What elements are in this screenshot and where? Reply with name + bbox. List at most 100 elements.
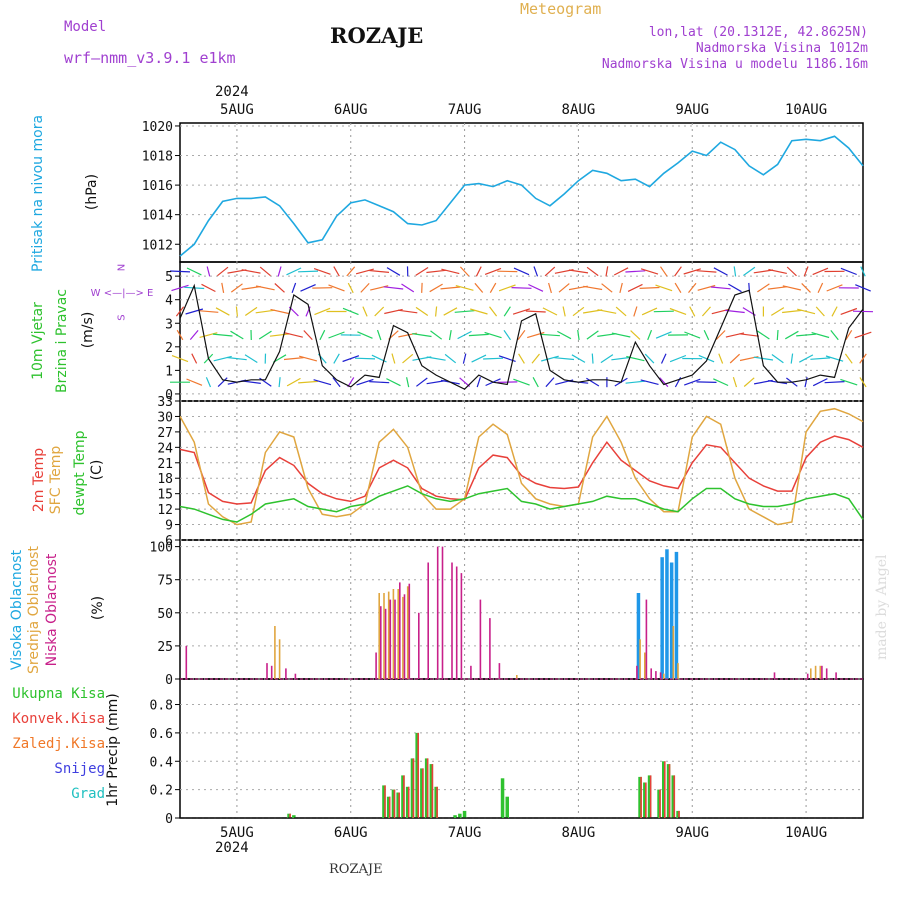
wind-arrow bbox=[715, 330, 726, 340]
bar-precipitation bbox=[415, 732, 419, 818]
wind-arrow bbox=[801, 282, 811, 293]
bar-precipitation bbox=[287, 813, 291, 818]
bar-cloud bbox=[285, 668, 287, 679]
wind-arrow bbox=[448, 329, 452, 341]
wind-arrow bbox=[356, 378, 374, 386]
wind-arrow bbox=[483, 357, 504, 360]
wind-arrow bbox=[653, 310, 674, 313]
bar-cloud bbox=[418, 612, 420, 679]
bar-cloud bbox=[674, 551, 679, 679]
wind-arrow bbox=[277, 266, 282, 277]
wind-arrow bbox=[462, 353, 467, 364]
bar-precipitation bbox=[673, 775, 676, 818]
bar-cloud bbox=[378, 593, 380, 679]
bar-cloud bbox=[644, 652, 646, 679]
bar-cloud bbox=[383, 593, 385, 679]
wind-compass-we: W <—|—> E bbox=[90, 288, 154, 299]
wind-arrow bbox=[342, 355, 360, 363]
wind-arrow bbox=[498, 284, 516, 292]
wind-arrow bbox=[852, 310, 874, 313]
wind-arrow bbox=[799, 354, 814, 363]
y-tick-label-temperature: 12 bbox=[157, 503, 173, 518]
wind-arrow bbox=[854, 331, 872, 339]
wind-arrow bbox=[753, 269, 774, 274]
wind-arrow bbox=[688, 282, 697, 293]
wind-arrow bbox=[639, 286, 660, 289]
bar-precipitation bbox=[410, 758, 415, 818]
bar-precipitation bbox=[393, 789, 396, 818]
wind-arrow bbox=[333, 266, 340, 277]
wind-arrow bbox=[443, 307, 458, 316]
y-tick-label-precipitation: 0.2 bbox=[150, 784, 173, 799]
wind-arrow bbox=[586, 377, 600, 387]
precip-legend-total: Ukupna Kisa bbox=[12, 686, 105, 702]
wind-arrow bbox=[369, 381, 390, 384]
bar-precipitation bbox=[662, 761, 666, 818]
wind-arrow bbox=[212, 333, 233, 337]
y-tick-label-cloud: 25 bbox=[157, 640, 173, 655]
wind-arrow bbox=[217, 266, 229, 277]
wind-arrow bbox=[824, 381, 845, 384]
wind-arrow bbox=[689, 306, 696, 317]
wind-arrow bbox=[790, 353, 794, 364]
y-tick-label-precipitation: 0.8 bbox=[150, 699, 173, 714]
wind-arrow bbox=[767, 286, 788, 290]
bar-cloud bbox=[677, 663, 679, 679]
y-tick-label-temperature: 6 bbox=[165, 534, 173, 549]
page-title: ROZAJE bbox=[330, 23, 424, 48]
bar-precipitation bbox=[292, 815, 296, 818]
bar-cloud bbox=[455, 566, 458, 679]
bar-cloud bbox=[835, 672, 837, 679]
wind-arrow bbox=[512, 308, 531, 315]
wind-arrow bbox=[831, 306, 838, 317]
pressure-title: Pritisak na nivou mora bbox=[30, 114, 46, 272]
y-tick-label-pressure: 1016 bbox=[142, 179, 173, 194]
wind-arrow bbox=[817, 282, 824, 294]
bar-cloud bbox=[406, 586, 409, 679]
wind-arrow bbox=[855, 284, 871, 292]
bar-precipitation bbox=[382, 785, 386, 818]
wind-arrow bbox=[743, 377, 755, 387]
wind-arrow bbox=[541, 355, 559, 362]
wind-arrow bbox=[674, 282, 682, 294]
y-tick-label-temperature: 27 bbox=[157, 426, 173, 441]
y-tick-label-cloud: 75 bbox=[157, 574, 173, 589]
model-name: wrf—nmm_v3.9.1 e1km bbox=[64, 49, 236, 67]
wind-arrow bbox=[342, 307, 359, 316]
temp-title-1: 2m Temp bbox=[31, 447, 47, 513]
wind-arrow bbox=[710, 286, 731, 290]
bar-cloud bbox=[427, 562, 429, 679]
wind-arrow bbox=[782, 309, 802, 314]
bar-cloud bbox=[639, 639, 641, 679]
wind-arrow bbox=[644, 353, 655, 364]
wind-arrow bbox=[655, 331, 672, 339]
wind-arrow bbox=[213, 355, 232, 362]
bar-cloud bbox=[397, 589, 399, 679]
wind-arrow bbox=[346, 266, 356, 277]
wind-arrow bbox=[785, 330, 799, 340]
wind-arrow bbox=[299, 355, 318, 362]
wind-arrow bbox=[347, 282, 354, 294]
wind-arrow bbox=[235, 306, 238, 317]
bar-cloud bbox=[384, 608, 387, 679]
wind-arrow bbox=[611, 332, 631, 338]
wind-arrow bbox=[696, 381, 717, 383]
wind-arrow bbox=[402, 353, 414, 364]
bar-cloud bbox=[498, 663, 501, 679]
wind-arrow bbox=[557, 330, 572, 340]
wind-arrow bbox=[753, 356, 774, 361]
bar-precipitation bbox=[401, 775, 405, 818]
wind-arrow bbox=[713, 378, 729, 387]
y-tick-label-precipitation: 0.6 bbox=[150, 727, 173, 742]
wind-arrow bbox=[770, 307, 785, 316]
bar-precipitation bbox=[289, 813, 291, 818]
wind-arrow bbox=[255, 285, 275, 291]
wind-title-2: Brzina i Pravac bbox=[54, 289, 70, 393]
wind-arrow bbox=[659, 377, 669, 388]
wind-arrow bbox=[811, 332, 830, 339]
bar-cloud bbox=[665, 549, 669, 679]
wind-arrow bbox=[376, 329, 382, 341]
wind-arrow bbox=[274, 283, 285, 293]
top-day-label: 6AUG bbox=[334, 102, 368, 118]
